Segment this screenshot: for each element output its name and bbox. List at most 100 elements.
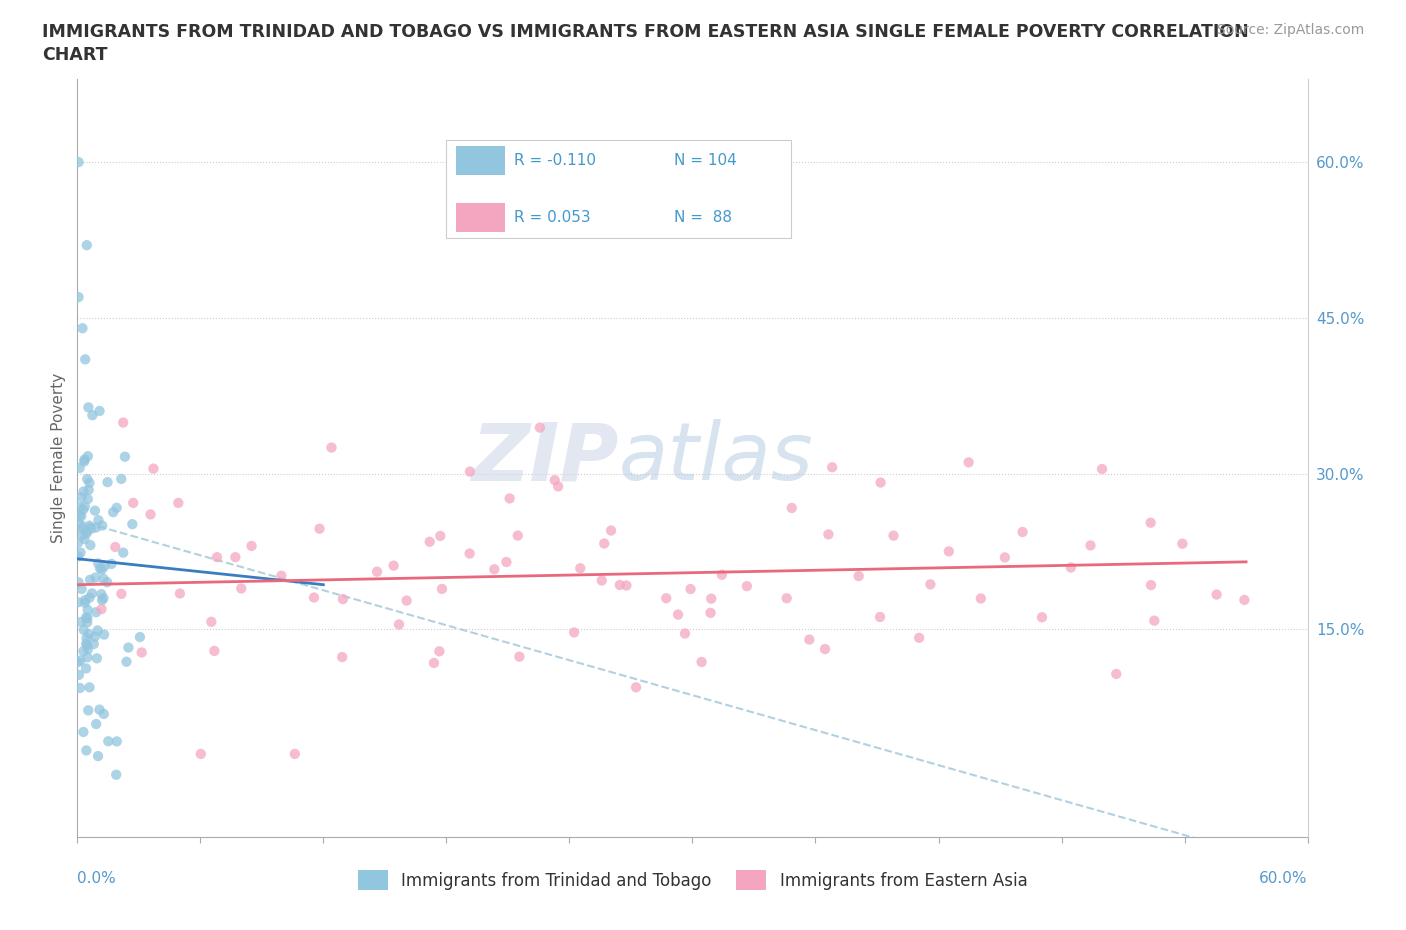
Point: [70, 509, 93, 524]
Point: [83, 636, 105, 651]
Point: [869, 475, 891, 490]
Point: [84, 604, 107, 619]
Point: [77, 400, 100, 415]
Point: [429, 528, 451, 543]
Point: [224, 550, 246, 565]
Text: 60.0%: 60.0%: [1260, 871, 1308, 886]
Point: [72, 484, 94, 498]
Point: [72, 724, 94, 739]
Point: [1080, 538, 1102, 552]
Point: [799, 632, 821, 647]
Point: [382, 558, 405, 573]
Point: [89, 404, 111, 418]
Point: [332, 591, 354, 606]
Point: [110, 587, 132, 602]
Point: [142, 461, 165, 476]
Point: [1143, 613, 1166, 628]
Point: [72, 528, 94, 543]
Text: R = -0.110: R = -0.110: [515, 153, 596, 167]
Point: [67, 154, 90, 169]
Point: [73, 532, 96, 547]
Point: [994, 550, 1017, 565]
Point: [79, 538, 101, 552]
Point: [547, 479, 569, 494]
Point: [458, 546, 481, 561]
Text: IMMIGRANTS FROM TRINIDAD AND TOBAGO VS IMMIGRANTS FROM EASTERN ASIA SINGLE FEMAL: IMMIGRANTS FROM TRINIDAD AND TOBAGO VS I…: [42, 23, 1249, 41]
Point: [96, 474, 118, 489]
Point: [76, 472, 98, 486]
Point: [308, 521, 330, 536]
Point: [544, 472, 567, 487]
Point: [84, 570, 107, 585]
Point: [70, 581, 93, 596]
Point: [167, 496, 190, 511]
Point: [69, 460, 91, 475]
Point: [1060, 560, 1083, 575]
Bar: [457, 146, 506, 175]
Point: [700, 591, 723, 606]
Point: [91, 518, 114, 533]
Point: [76, 238, 98, 253]
Point: [591, 573, 613, 588]
Point: [75, 352, 97, 366]
Point: [76, 492, 98, 507]
Text: Source: ZipAtlas.com: Source: ZipAtlas.com: [1216, 23, 1364, 37]
Point: [593, 536, 616, 551]
Point: [84, 717, 107, 732]
Point: [112, 415, 135, 430]
Point: [780, 500, 803, 515]
Point: [920, 577, 942, 591]
Point: [284, 747, 307, 762]
Point: [67, 289, 90, 304]
Point: [79, 572, 101, 587]
Text: 0.0%: 0.0%: [77, 871, 117, 886]
Point: [673, 626, 696, 641]
Point: [75, 636, 97, 651]
Point: [73, 454, 96, 469]
Point: [79, 518, 101, 533]
Point: [624, 680, 647, 695]
Point: [84, 520, 107, 535]
Point: [75, 610, 97, 625]
Point: [75, 661, 97, 676]
Point: [77, 627, 100, 642]
Point: [93, 571, 115, 586]
Point: [105, 767, 128, 782]
Point: [77, 483, 100, 498]
Point: [938, 544, 960, 559]
Point: [66, 655, 89, 670]
Point: [190, 747, 212, 762]
Point: [73, 499, 96, 514]
Point: [395, 593, 418, 608]
Point: [616, 578, 638, 593]
Point: [506, 528, 529, 543]
Point: [776, 591, 799, 605]
Point: [104, 539, 127, 554]
Point: [105, 734, 128, 749]
Point: [508, 649, 530, 664]
Point: [73, 592, 96, 607]
Point: [75, 525, 97, 540]
Point: [129, 630, 152, 644]
Point: [679, 581, 702, 596]
Point: [93, 707, 115, 722]
Point: [205, 550, 228, 565]
Point: [231, 581, 253, 596]
Point: [105, 500, 128, 515]
FancyBboxPatch shape: [447, 140, 792, 238]
Point: [1091, 461, 1114, 476]
Point: [569, 561, 592, 576]
Text: N =  88: N = 88: [673, 210, 733, 225]
Point: [957, 455, 980, 470]
Point: [1139, 515, 1161, 530]
Point: [666, 607, 689, 622]
Point: [1011, 525, 1033, 539]
Point: [66, 536, 89, 551]
Point: [69, 681, 91, 696]
Point: [498, 491, 520, 506]
Point: [96, 575, 118, 590]
Point: [1171, 537, 1194, 551]
Point: [562, 625, 585, 640]
Point: [89, 702, 111, 717]
Point: [609, 578, 631, 592]
